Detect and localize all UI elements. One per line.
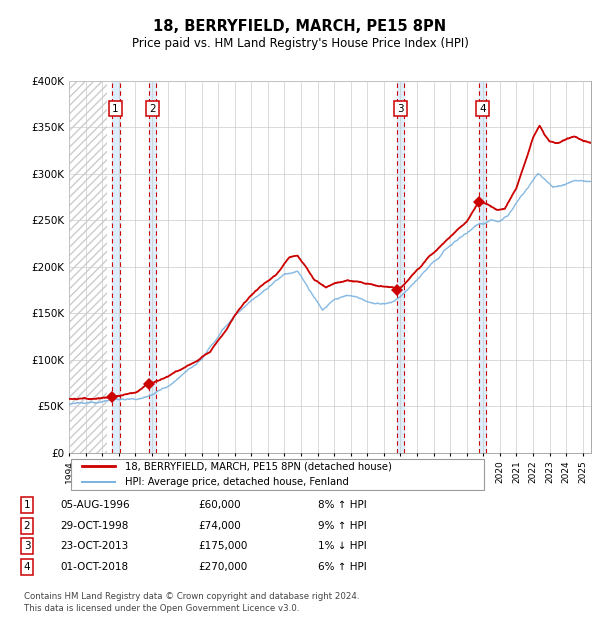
Text: 2: 2 (23, 521, 31, 531)
Text: 23-OCT-2013: 23-OCT-2013 (60, 541, 128, 551)
FancyBboxPatch shape (71, 459, 484, 490)
Text: 29-OCT-1998: 29-OCT-1998 (60, 521, 128, 531)
Text: 1: 1 (23, 500, 31, 510)
Text: 05-AUG-1996: 05-AUG-1996 (60, 500, 130, 510)
Text: 2: 2 (149, 104, 156, 113)
Text: 9% ↑ HPI: 9% ↑ HPI (318, 521, 367, 531)
Text: 4: 4 (23, 562, 31, 572)
Text: 4: 4 (479, 104, 486, 113)
Text: £74,000: £74,000 (198, 521, 241, 531)
Bar (112, 81, 119, 453)
Text: £175,000: £175,000 (198, 541, 247, 551)
Text: 3: 3 (23, 541, 31, 551)
Text: 18, BERRYFIELD, MARCH, PE15 8PN: 18, BERRYFIELD, MARCH, PE15 8PN (154, 19, 446, 33)
Text: 6% ↑ HPI: 6% ↑ HPI (318, 562, 367, 572)
Text: Price paid vs. HM Land Registry's House Price Index (HPI): Price paid vs. HM Land Registry's House … (131, 37, 469, 50)
Text: £270,000: £270,000 (198, 562, 247, 572)
Bar (397, 81, 404, 453)
Text: £60,000: £60,000 (198, 500, 241, 510)
Text: 01-OCT-2018: 01-OCT-2018 (60, 562, 128, 572)
Text: 18, BERRYFIELD, MARCH, PE15 8PN (detached house): 18, BERRYFIELD, MARCH, PE15 8PN (detache… (125, 461, 392, 471)
Bar (149, 81, 156, 453)
Text: Contains HM Land Registry data © Crown copyright and database right 2024.: Contains HM Land Registry data © Crown c… (24, 592, 359, 601)
Text: 3: 3 (397, 104, 404, 113)
Bar (479, 81, 486, 453)
Text: 8% ↑ HPI: 8% ↑ HPI (318, 500, 367, 510)
Text: 1: 1 (112, 104, 119, 113)
Text: This data is licensed under the Open Government Licence v3.0.: This data is licensed under the Open Gov… (24, 604, 299, 613)
Text: HPI: Average price, detached house, Fenland: HPI: Average price, detached house, Fenl… (125, 477, 349, 487)
Text: 1% ↓ HPI: 1% ↓ HPI (318, 541, 367, 551)
